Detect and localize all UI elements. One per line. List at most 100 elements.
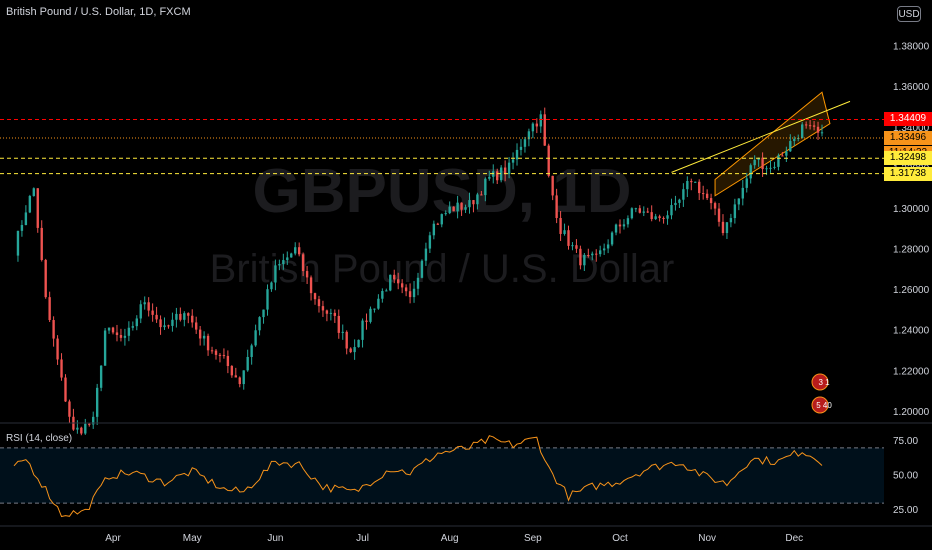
candle — [646, 207, 649, 213]
candle — [226, 350, 230, 374]
candle — [333, 309, 337, 323]
candle — [535, 118, 539, 134]
candle — [28, 194, 32, 214]
economic-event-marker[interactable]: 3 1 — [811, 373, 830, 391]
rsi-band — [0, 447, 884, 504]
candle — [705, 189, 709, 201]
candle — [68, 399, 71, 424]
candle — [587, 248, 590, 258]
candle — [143, 296, 146, 310]
candle — [214, 349, 218, 360]
y-tick-label: 1.20000 — [893, 407, 930, 418]
candle — [539, 110, 542, 133]
svg-text:3 1: 3 1 — [818, 378, 830, 387]
candle — [678, 198, 681, 208]
candle — [804, 121, 808, 129]
candle — [56, 335, 59, 365]
candle — [286, 251, 289, 265]
candle — [159, 315, 162, 335]
candle — [167, 324, 170, 329]
rsi-title: RSI (14, close) — [6, 433, 73, 444]
rsi-line — [13, 435, 823, 518]
candle — [591, 251, 594, 261]
candle — [357, 339, 360, 348]
candle — [717, 203, 721, 227]
price-tag-last: 1.34409 — [884, 112, 932, 127]
resistance-trendline[interactable] — [671, 100, 851, 173]
candle — [468, 192, 471, 214]
candle — [527, 128, 531, 147]
candle — [175, 307, 178, 328]
candle — [709, 193, 713, 210]
candle — [808, 120, 812, 130]
x-tick-label: Nov — [698, 533, 716, 544]
candle — [321, 300, 325, 317]
candle — [341, 324, 344, 340]
candle — [511, 152, 515, 170]
price-tag-support-1: 1.32498 — [884, 151, 932, 166]
candle — [179, 307, 182, 322]
candle — [670, 198, 673, 220]
x-tick-label: Aug — [441, 533, 459, 544]
candle — [373, 308, 376, 313]
candle — [484, 177, 487, 202]
candle — [246, 349, 249, 372]
candle — [337, 309, 340, 339]
candle — [547, 143, 550, 178]
candle — [107, 327, 111, 334]
candle — [812, 120, 816, 131]
candle — [238, 376, 241, 388]
candle — [820, 124, 824, 137]
candle — [40, 220, 43, 262]
candle — [816, 121, 820, 140]
candle — [559, 211, 562, 241]
candle — [76, 420, 79, 434]
wedge-channel[interactable] — [714, 91, 831, 197]
candle — [602, 243, 606, 256]
candle — [48, 291, 51, 322]
candle — [266, 284, 269, 316]
candle — [460, 202, 463, 216]
candle — [103, 327, 107, 366]
currency-button[interactable]: USD — [897, 6, 921, 22]
price-tag-level: 1.33496 — [884, 130, 932, 145]
x-tick-label: May — [183, 533, 202, 544]
candle — [579, 245, 582, 270]
candle — [448, 201, 451, 215]
candle — [329, 308, 333, 321]
candle — [369, 306, 372, 324]
candle — [52, 316, 55, 347]
candle — [325, 309, 329, 322]
candle — [198, 326, 202, 346]
candle — [428, 231, 432, 254]
candle — [610, 231, 614, 247]
candle — [769, 160, 772, 173]
candle — [72, 408, 75, 431]
candle — [191, 309, 194, 328]
candle — [642, 206, 645, 217]
candle — [472, 199, 475, 213]
rsi-tick-label: 50.00 — [893, 471, 918, 482]
candle — [317, 295, 321, 313]
economic-event-marker[interactable]: 5 40 — [811, 396, 832, 414]
candle — [444, 210, 447, 216]
candle — [650, 205, 653, 222]
candle — [682, 183, 685, 207]
candle — [163, 317, 166, 330]
candle — [801, 122, 804, 139]
candle — [131, 321, 135, 331]
candle — [496, 168, 499, 184]
candle — [171, 312, 174, 332]
candle — [785, 146, 788, 163]
candle — [345, 330, 348, 355]
candle — [420, 259, 424, 279]
candle — [626, 215, 630, 228]
candle — [135, 315, 138, 331]
candle — [507, 157, 511, 179]
candle — [551, 175, 554, 201]
candle — [555, 188, 558, 224]
candle — [353, 339, 356, 360]
candle — [230, 365, 234, 378]
candle — [242, 370, 245, 390]
candle — [365, 313, 368, 330]
